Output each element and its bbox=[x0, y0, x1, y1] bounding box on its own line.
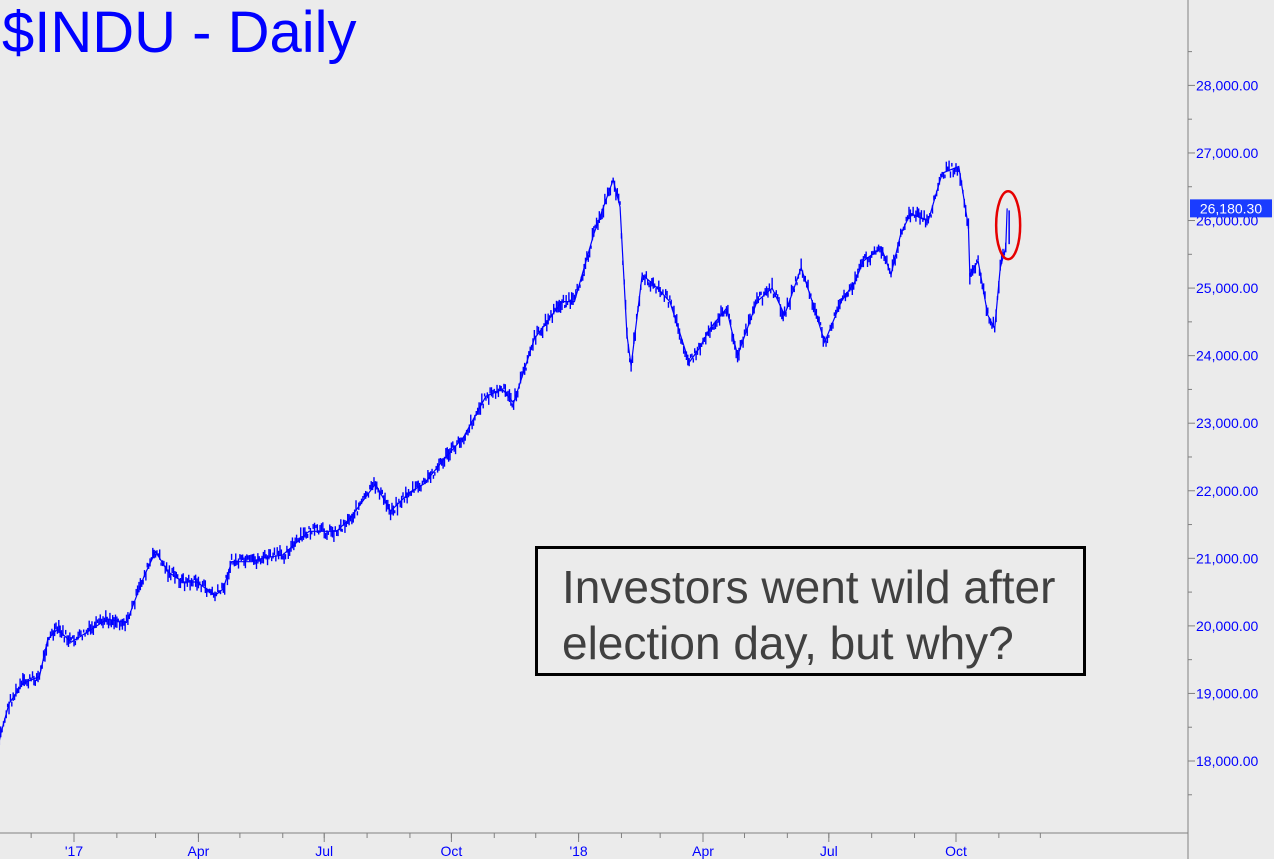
annotation-box: Investors went wild after election day, … bbox=[535, 546, 1086, 676]
x-tick-label: Oct bbox=[945, 843, 967, 859]
y-tick-label: 27,000.00 bbox=[1196, 145, 1258, 161]
y-tick-label: 21,000.00 bbox=[1196, 550, 1258, 566]
y-tick-label: 25,000.00 bbox=[1196, 280, 1258, 296]
x-tick-label: '17 bbox=[65, 843, 83, 859]
annotation-line-2: election day, but why? bbox=[562, 617, 1014, 669]
y-tick-label: 23,000.00 bbox=[1196, 415, 1258, 431]
y-tick-label: 18,000.00 bbox=[1196, 753, 1258, 769]
highlight-ring bbox=[994, 189, 1022, 261]
x-tick-label: '18 bbox=[569, 843, 587, 859]
annotation-line-1: Investors went wild after bbox=[562, 561, 1056, 613]
x-tick-label: Apr bbox=[692, 843, 714, 859]
last-value-label: 26,180.30 bbox=[1200, 200, 1262, 216]
x-tick-label: Oct bbox=[441, 843, 463, 859]
y-tick-label: 20,000.00 bbox=[1196, 618, 1258, 634]
y-tick-label: 28,000.00 bbox=[1196, 77, 1258, 93]
y-tick-label: 19,000.00 bbox=[1196, 685, 1258, 701]
x-tick-label: Apr bbox=[188, 843, 210, 859]
price-line bbox=[0, 165, 1008, 741]
x-tick-label: Jul bbox=[820, 843, 838, 859]
last-value-tag bbox=[1190, 199, 1272, 218]
x-tick-label: Jul bbox=[315, 843, 333, 859]
y-tick-label: 22,000.00 bbox=[1196, 483, 1258, 499]
chart-title: $INDU - Daily bbox=[2, 0, 357, 65]
y-tick-label: 24,000.00 bbox=[1196, 348, 1258, 364]
